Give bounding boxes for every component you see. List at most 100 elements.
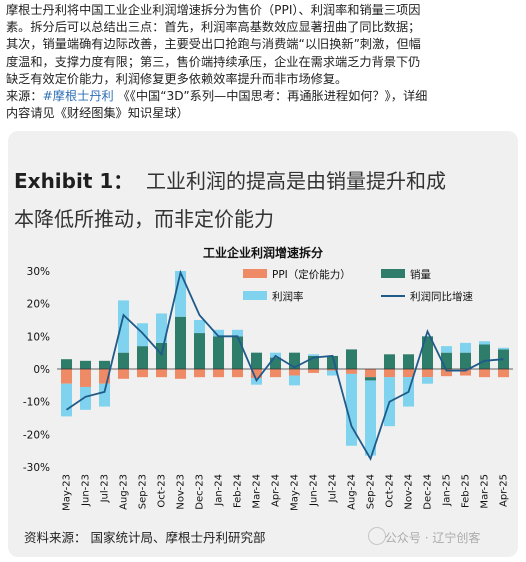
exhibit-title: Exhibit 1： 工业利润的提高是由销量提升和成 本降低所推动，而非定价能力 xyxy=(14,162,514,238)
x-tick-label: Mar-25 xyxy=(480,474,491,509)
bar-margin xyxy=(193,320,206,334)
watermark-icon xyxy=(368,527,386,545)
y-tick-label: 10% xyxy=(27,331,50,343)
x-tick-label: Dec-23 xyxy=(195,474,206,510)
source-note: 资料来源： 国家统计局、摩根士丹利研究部 xyxy=(24,530,266,545)
x-tick-label: Apr-24 xyxy=(271,474,282,507)
bar-ppi xyxy=(250,369,263,379)
source-rest: 《《中国“3D”系列—中国思考：再通胀进程如何？》，详细 xyxy=(117,89,428,104)
legend-volume-swatch xyxy=(381,269,405,278)
bar-volume xyxy=(269,357,282,369)
bar-volume xyxy=(421,336,434,369)
bar-ppi xyxy=(421,369,434,378)
bar-volume xyxy=(193,333,206,369)
legend-margin-swatch xyxy=(243,291,267,300)
bar-ppi xyxy=(212,369,225,378)
bar-volume xyxy=(288,352,301,369)
bar-volume xyxy=(117,352,130,369)
chart-title: 工业企业利润增速拆分 xyxy=(203,245,323,260)
bar-volume xyxy=(155,342,168,369)
bar-volume xyxy=(345,349,358,369)
bar-ppi xyxy=(98,369,111,384)
bar-margin xyxy=(345,373,358,446)
source-prefix: 来源： xyxy=(6,89,43,104)
bar-ppi xyxy=(288,369,301,376)
bar-ppi xyxy=(402,369,415,378)
bar-ppi xyxy=(345,369,358,374)
bar-ppi xyxy=(497,369,510,378)
x-tick-label: Nov-23 xyxy=(176,474,187,510)
bar-margin xyxy=(60,383,73,417)
legend-growth-label: 利润同比增速 xyxy=(410,290,473,303)
x-tick-label: Aug-23 xyxy=(119,474,130,510)
bar-volume xyxy=(307,355,320,369)
bar-volume xyxy=(250,352,263,369)
x-tick-label: Sep-24 xyxy=(366,474,377,509)
bar-ppi xyxy=(326,369,339,371)
x-tick-label: Oct-24 xyxy=(385,474,396,508)
x-tick-label: Nov-24 xyxy=(404,474,415,510)
bar-margin xyxy=(79,386,92,410)
bar-ppi xyxy=(193,369,206,378)
bar-margin xyxy=(136,323,149,347)
bar-ppi xyxy=(60,369,73,384)
legend-margin-label: 利润率 xyxy=(272,290,304,303)
exhibit-title-part2: 本降低所推动，而非定价能力 xyxy=(14,207,274,231)
x-tick-label: Jun-24 xyxy=(309,474,320,507)
bar-margin xyxy=(117,300,130,353)
y-tick-label: 30% xyxy=(27,266,50,278)
bar-ppi xyxy=(459,369,472,376)
post-text: 摩根士丹利将中国工业企业利润增速拆分为售价（PPI）、利润率和销量三项因 素。拆… xyxy=(6,2,520,122)
bar-ppi xyxy=(440,369,453,377)
bar-ppi xyxy=(231,369,244,378)
post-line-5: 缺乏有效定价能力，利润修复更多依赖效率提升而非市场修复。 xyxy=(6,71,348,86)
x-tick-label: May-24 xyxy=(290,474,301,511)
x-tick-label: Jan-25 xyxy=(442,474,453,507)
hashtag-link[interactable]: #摩根士丹利 xyxy=(42,89,114,104)
watermark-text: 公众号 · 辽宁创客 xyxy=(384,531,481,545)
bar-volume xyxy=(478,344,491,369)
bar-volume xyxy=(212,336,225,369)
post-line-3: 其次，销量端确有边际改善，主要受出口抢跑与消费端“以旧换新”刺激，但幅 xyxy=(6,37,421,52)
x-tick-label: Feb-25 xyxy=(461,474,472,508)
bar-ppi xyxy=(383,369,396,378)
post-line-2: 素。拆分后可以总结出三点：首先，利润率高基数效应显著扭曲了同比数据； xyxy=(6,20,421,35)
x-tick-label: May-23 xyxy=(62,474,73,511)
bar-volume xyxy=(383,354,396,369)
x-tick-label: Oct-23 xyxy=(157,474,168,508)
bar-ppi xyxy=(117,369,130,379)
bar-ppi xyxy=(174,369,187,379)
exhibit-title-part1: 工业利润的提高是由销量提升和成 xyxy=(146,169,446,193)
bar-ppi xyxy=(478,369,491,378)
bar-margin xyxy=(174,271,187,317)
bar-ppi xyxy=(364,369,377,378)
bar-ppi xyxy=(269,369,282,378)
bar-margin xyxy=(478,341,491,345)
x-tick-label: Jun-23 xyxy=(81,474,92,507)
y-tick-label: 0% xyxy=(33,364,50,376)
bar-ppi xyxy=(136,369,149,378)
bar-margin xyxy=(440,346,453,353)
x-tick-label: Feb-24 xyxy=(233,474,244,508)
post-line-7: 内容请见《财经图集》知识星球） xyxy=(6,106,189,121)
bar-volume xyxy=(60,359,73,369)
bar-volume xyxy=(402,354,415,369)
y-tick-label: -10% xyxy=(23,397,50,409)
bar-margin xyxy=(212,329,225,337)
x-tick-label: Jul-24 xyxy=(328,474,339,503)
bar-volume xyxy=(136,346,149,369)
bar-volume xyxy=(364,377,377,381)
watermark: 公众号 · 辽宁创客 xyxy=(362,529,480,546)
y-tick-label: 20% xyxy=(27,299,50,311)
legend-ppi-label: PPI（定价能力） xyxy=(272,268,351,281)
bar-margin xyxy=(155,313,168,343)
bar-margin xyxy=(307,354,320,356)
y-tick-label: -30% xyxy=(23,462,50,474)
bar-margin xyxy=(497,347,510,350)
bar-margin xyxy=(98,383,111,407)
y-tick-label: -20% xyxy=(23,429,50,441)
legend-ppi-swatch xyxy=(243,269,267,278)
bar-margin xyxy=(364,380,377,456)
bar-margin xyxy=(326,370,339,376)
